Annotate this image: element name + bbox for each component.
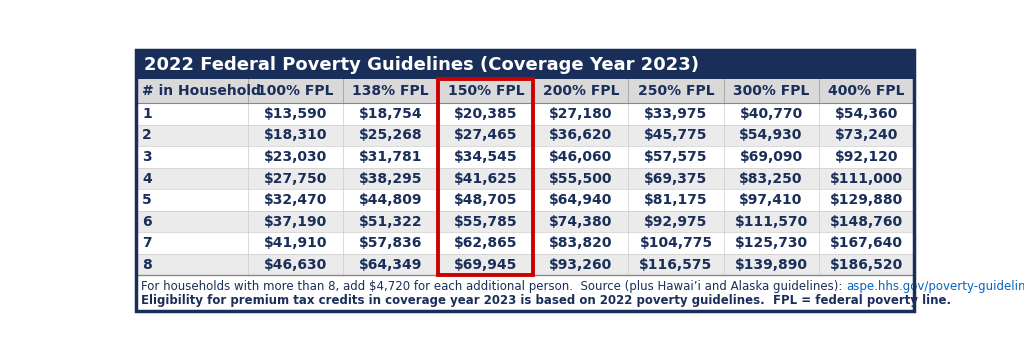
Text: $69,945: $69,945 [454,258,517,272]
Text: For households with more than 8, add $4,720 for each additional person.  Source : For households with more than 8, add $4,… [141,280,847,293]
Text: $83,820: $83,820 [549,236,612,250]
Text: $37,190: $37,190 [264,215,328,228]
Text: $45,775: $45,775 [644,128,708,143]
Text: 150% FPL: 150% FPL [447,84,524,98]
Text: aspe.hhs.gov/poverty-guidelines: aspe.hhs.gov/poverty-guidelines [847,280,1024,293]
FancyBboxPatch shape [136,103,913,125]
Text: $111,570: $111,570 [734,215,808,228]
Text: 5: 5 [142,193,152,207]
Text: $104,775: $104,775 [639,236,713,250]
FancyBboxPatch shape [136,232,913,254]
Text: $48,705: $48,705 [454,193,517,207]
Text: $125,730: $125,730 [734,236,808,250]
Text: $23,030: $23,030 [264,150,328,164]
Text: $148,760: $148,760 [829,215,903,228]
Text: 300% FPL: 300% FPL [733,84,809,98]
Text: 250% FPL: 250% FPL [638,84,715,98]
Text: 200% FPL: 200% FPL [543,84,620,98]
Text: $41,625: $41,625 [454,171,517,186]
Text: $32,470: $32,470 [264,193,328,207]
Text: # in Household: # in Household [142,84,261,98]
Text: $27,750: $27,750 [264,171,328,186]
FancyBboxPatch shape [136,50,913,79]
Text: $46,060: $46,060 [549,150,612,164]
Text: $129,880: $129,880 [829,193,903,207]
Text: $55,785: $55,785 [454,215,517,228]
Text: 7: 7 [142,236,152,250]
Text: $186,520: $186,520 [829,258,903,272]
Text: 6: 6 [142,215,152,228]
FancyBboxPatch shape [136,189,913,211]
Text: $46,630: $46,630 [264,258,328,272]
Text: 3: 3 [142,150,152,164]
Text: $54,360: $54,360 [835,107,898,121]
Text: $40,770: $40,770 [739,107,803,121]
Text: 138% FPL: 138% FPL [352,84,429,98]
FancyBboxPatch shape [136,275,913,310]
Text: $116,575: $116,575 [639,258,713,272]
Text: $81,175: $81,175 [644,193,708,207]
Text: $31,781: $31,781 [359,150,423,164]
Text: $57,575: $57,575 [644,150,708,164]
Text: $27,465: $27,465 [454,128,517,143]
Text: $13,590: $13,590 [264,107,328,121]
Text: $25,268: $25,268 [359,128,423,143]
Text: 2: 2 [142,128,152,143]
Text: $69,375: $69,375 [644,171,708,186]
FancyBboxPatch shape [136,254,913,275]
Text: $20,385: $20,385 [454,107,517,121]
Text: $41,910: $41,910 [264,236,328,250]
Text: $44,809: $44,809 [359,193,423,207]
Text: $55,500: $55,500 [549,171,612,186]
Text: $92,975: $92,975 [644,215,708,228]
Text: $57,836: $57,836 [359,236,423,250]
Text: 8: 8 [142,258,152,272]
Text: $36,620: $36,620 [549,128,612,143]
Text: 100% FPL: 100% FPL [257,84,334,98]
Text: $93,260: $93,260 [549,258,612,272]
Text: $74,380: $74,380 [549,215,612,228]
Text: $92,120: $92,120 [835,150,898,164]
Text: $51,322: $51,322 [359,215,423,228]
FancyBboxPatch shape [136,125,913,146]
Text: $69,090: $69,090 [739,150,803,164]
Text: $73,240: $73,240 [835,128,898,143]
Text: $18,310: $18,310 [264,128,328,143]
Text: $97,410: $97,410 [739,193,803,207]
FancyBboxPatch shape [136,79,913,103]
Text: $64,940: $64,940 [549,193,612,207]
Text: 400% FPL: 400% FPL [827,84,904,98]
Text: 2022 Federal Poverty Guidelines (Coverage Year 2023): 2022 Federal Poverty Guidelines (Coverag… [143,56,698,74]
FancyBboxPatch shape [136,211,913,232]
Text: $33,975: $33,975 [644,107,708,121]
FancyBboxPatch shape [136,146,913,168]
Text: $83,250: $83,250 [739,171,803,186]
Text: $27,180: $27,180 [549,107,612,121]
Text: $64,349: $64,349 [359,258,423,272]
Text: Eligibility for premium tax credits in coverage year 2023 is based on 2022 pover: Eligibility for premium tax credits in c… [141,294,951,307]
FancyBboxPatch shape [136,168,913,189]
Text: 4: 4 [142,171,152,186]
Text: $62,865: $62,865 [454,236,517,250]
Text: $167,640: $167,640 [829,236,902,250]
Text: $139,890: $139,890 [734,258,808,272]
Text: $38,295: $38,295 [359,171,423,186]
Text: $111,000: $111,000 [829,171,903,186]
Text: $54,930: $54,930 [739,128,803,143]
Text: $34,545: $34,545 [454,150,517,164]
Text: 1: 1 [142,107,152,121]
Text: $18,754: $18,754 [359,107,423,121]
